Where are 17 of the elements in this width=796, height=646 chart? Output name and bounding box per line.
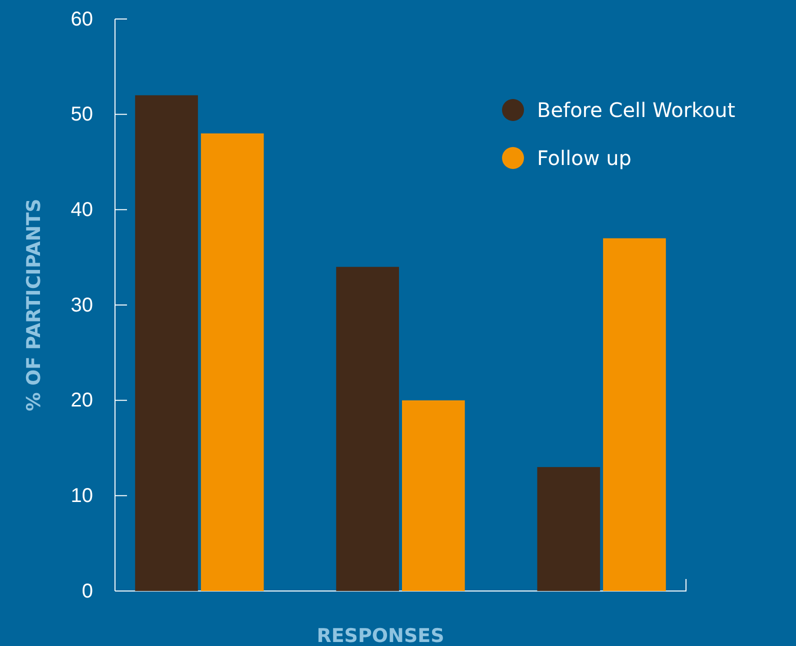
y-tick-label: 50 bbox=[70, 104, 93, 126]
bar bbox=[336, 266, 399, 591]
bar bbox=[135, 95, 198, 591]
x-axis-title: RESPONSES bbox=[316, 625, 444, 646]
y-tick-label: 40 bbox=[70, 199, 93, 222]
y-tick-label: 10 bbox=[70, 485, 93, 508]
y-tick-label: 60 bbox=[70, 8, 93, 30]
bar bbox=[603, 238, 666, 591]
bar bbox=[200, 133, 264, 591]
y-tick-label: 0 bbox=[82, 580, 93, 602]
legend-label: Before Cell Workout bbox=[537, 98, 736, 122]
y-tick-label: 30 bbox=[70, 294, 93, 316]
y-axis-title: % OF PARTICIPANTS bbox=[23, 198, 45, 412]
bar bbox=[402, 400, 465, 591]
legend-label: Follow up bbox=[537, 146, 632, 170]
y-tick-label: 20 bbox=[70, 390, 93, 412]
bar bbox=[537, 467, 600, 591]
